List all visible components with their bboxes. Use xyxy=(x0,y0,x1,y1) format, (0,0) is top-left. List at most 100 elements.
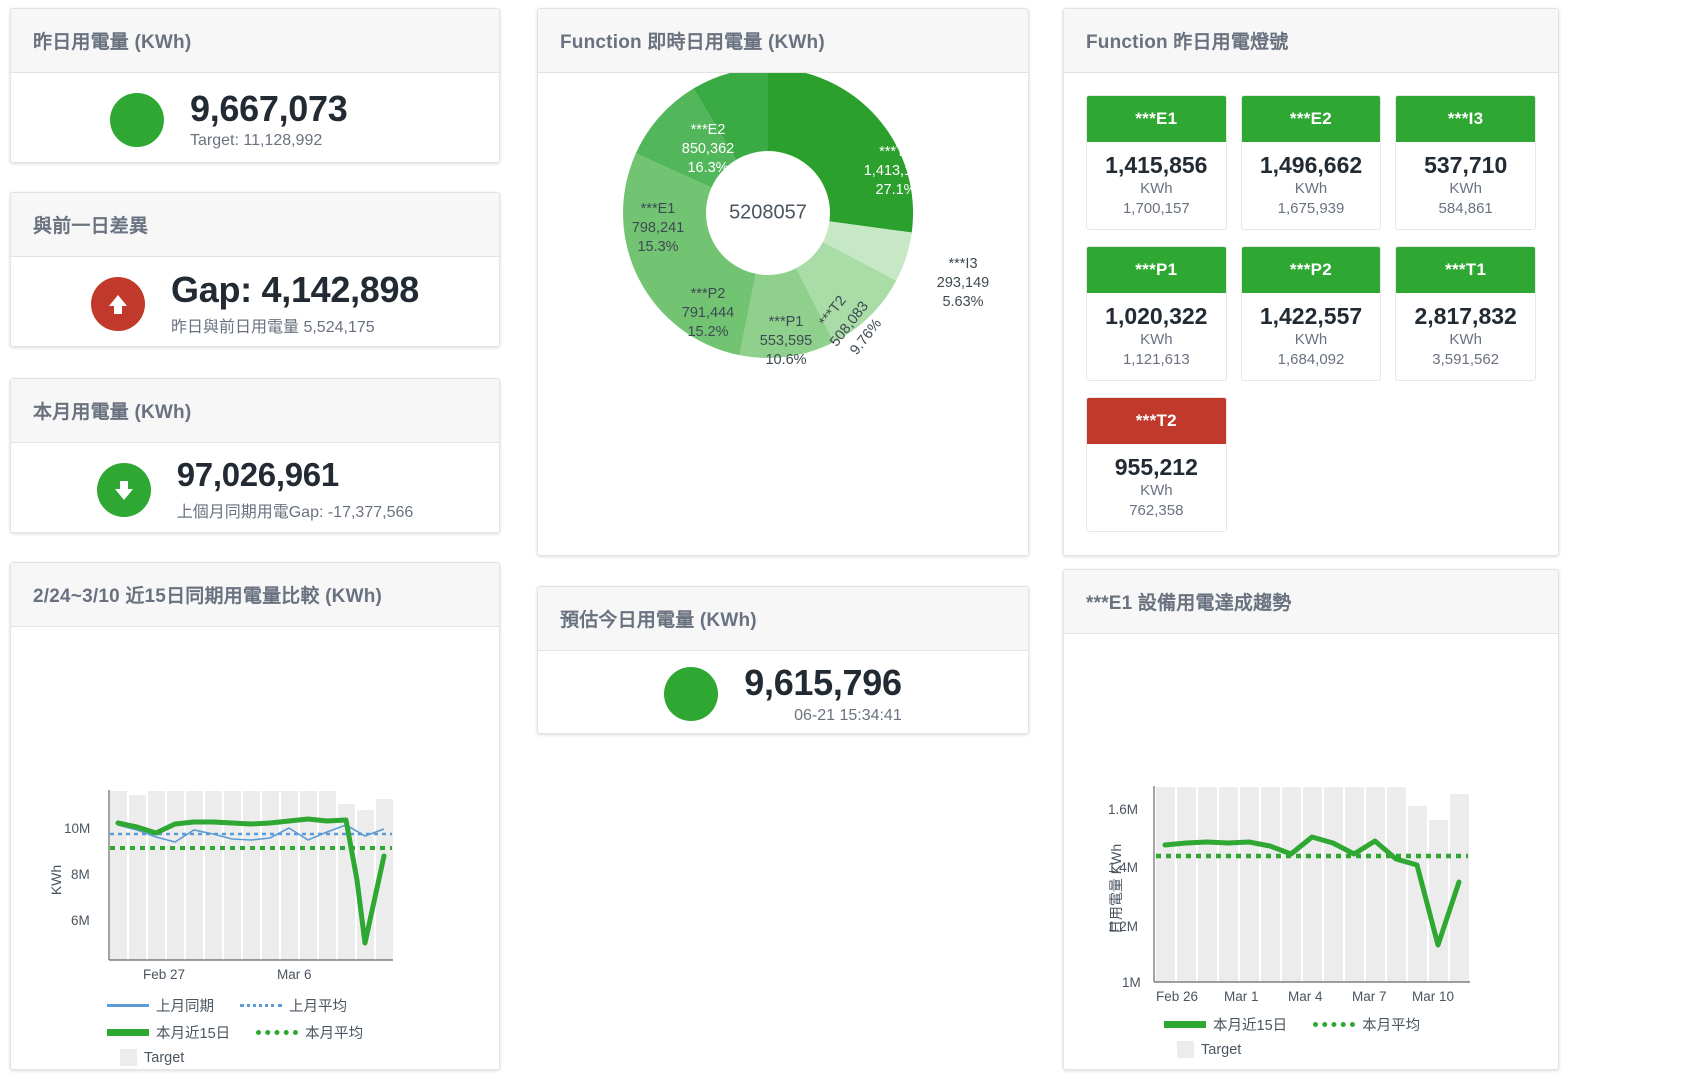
legend-item-last-month-avg[interactable]: 上月平均 xyxy=(240,995,347,1016)
status-badge-value: 1,496,662 xyxy=(1259,152,1363,178)
status-badge-target: 3,591,562 xyxy=(1432,351,1500,368)
x-tick: Feb 27 xyxy=(143,967,186,982)
legend-swatch-icon xyxy=(1177,1041,1194,1058)
month-usage-sub: 上個月同期用電Gap: -17,377,566 xyxy=(176,503,414,521)
card-title-15day-comparison: 2/24~3/10 近15日同期用電量比較 (KWh) xyxy=(11,563,499,627)
status-badge[interactable]: ***T2 955,212 KWh 762,358 xyxy=(1086,397,1227,532)
legend-swatch-icon xyxy=(120,1049,137,1066)
card-title-yesterday-usage: 昨日用電量 (KWh) xyxy=(11,9,499,73)
legend-item-this-month-avg[interactable]: 本月平均 xyxy=(256,1022,363,1043)
y-tick: 1.6M xyxy=(1108,802,1139,817)
y-tick: 1M xyxy=(1122,975,1141,990)
card-title-e1-trend: ***E1 設備用電達成趨勢 xyxy=(1064,570,1558,634)
status-badge[interactable]: ***P2 1,422,557 KWh 1,684,092 xyxy=(1240,246,1382,381)
legend-dotted-line-icon xyxy=(256,1030,299,1035)
y-axis-label: KWh xyxy=(48,864,65,896)
card-title-status-lights: Function 昨日用電燈號 xyxy=(1064,9,1558,73)
line-chart-e1-svg xyxy=(1153,786,1470,983)
card-e1-trend: ***E1 設備用電達成趨勢 xyxy=(1063,569,1559,1070)
status-badge-value: 1,422,557 xyxy=(1259,303,1363,329)
day-gap-sub: 昨日與前日用電量 5,524,175 xyxy=(171,319,375,337)
card-title-month-usage: 本月用電量 (KWh) xyxy=(11,379,499,443)
card-body-yesterday-usage: 9,667,073 Target: 11,128,992 xyxy=(11,73,499,162)
legend-thick-line-icon xyxy=(1164,1021,1206,1028)
status-badge-target: 1,700,157 xyxy=(1122,200,1190,217)
status-badge[interactable]: ***E1 1,415,856 KWh 1,700,157 xyxy=(1086,95,1227,230)
status-badge-value: 2,817,832 xyxy=(1414,303,1517,329)
green-circle-icon xyxy=(664,667,719,721)
status-badge-unit: KWh xyxy=(1294,180,1328,197)
status-badge-value: 955,212 xyxy=(1114,454,1198,480)
status-badge-name: ***P2 xyxy=(1241,247,1381,293)
legend-thick-line-icon xyxy=(107,1029,149,1036)
y-tick: 10M xyxy=(64,821,91,836)
x-tick: Mar 1 xyxy=(1224,989,1259,1004)
card-body-month-usage: 97,026,961 上個月同期用電Gap: -17,377,566 xyxy=(11,443,499,532)
status-badge[interactable]: ***P1 1,020,322 KWh 1,121,613 xyxy=(1086,246,1227,381)
x-tick: Mar 6 xyxy=(277,967,312,982)
line-chart-15day-svg xyxy=(108,790,393,961)
forecast-today-value: 9,615,796 xyxy=(744,662,902,704)
status-badge-unit: KWh xyxy=(1449,180,1482,197)
forecast-today-timestamp: 06-21 15:34:41 xyxy=(794,706,902,724)
chart-e1-trend: 日用電量 KWh 1M 1.2M 1.4M 1.6M Feb 26 Mar 1 … xyxy=(1064,634,1558,1069)
donut-hole xyxy=(706,151,830,275)
chart-legend: 本月近15日 本月平均 Target xyxy=(1164,1014,1438,1064)
chart-15day-comparison: KWh 6M 8M 10M Feb 27 Mar 6 上月同期 上月平均 xyxy=(11,627,499,1069)
green-arrow-down-icon xyxy=(96,462,151,517)
card-title-realtime-donut: Function 即時日用電量 (KWh) xyxy=(538,9,1028,73)
series-last-month-same-period xyxy=(117,824,385,843)
donut-svg xyxy=(623,73,914,358)
green-circle-icon xyxy=(110,92,164,147)
series-this-month-15days xyxy=(115,816,387,946)
status-badge-target: 1,684,092 xyxy=(1277,351,1345,368)
x-tick: Mar 10 xyxy=(1412,989,1455,1004)
legend-item-this-month-15days[interactable]: 本月近15日 xyxy=(107,1022,230,1043)
status-badge[interactable]: ***I3 537,710 KWh 584,861 xyxy=(1395,95,1536,230)
donut-center-total: 5208057 xyxy=(729,201,807,224)
status-badge-target: 762,358 xyxy=(1129,502,1184,519)
status-badge-name: ***P1 xyxy=(1087,247,1226,293)
card-status-lights: Function 昨日用電燈號 ***E1 1,415,856 KWh 1,70… xyxy=(1063,8,1559,556)
y-tick: 6M xyxy=(71,913,90,928)
card-body-day-gap: Gap: 4,142,898 昨日與前日用電量 5,524,175 xyxy=(11,257,499,346)
status-badge-name: ***E1 xyxy=(1087,96,1226,142)
status-badge-grid: ***E1 1,415,856 KWh 1,700,157 ***E2 1,49… xyxy=(1064,73,1558,555)
status-badge-name: ***I3 xyxy=(1396,96,1535,142)
y-tick: 8M xyxy=(71,867,90,882)
status-badge-value: 537,710 xyxy=(1424,152,1508,178)
red-arrow-up-icon xyxy=(91,276,146,331)
legend-item-target[interactable]: Target xyxy=(1177,1041,1241,1058)
legend-item-this-month-15days[interactable]: 本月近15日 xyxy=(1164,1014,1287,1035)
card-title-day-gap: 與前一日差異 xyxy=(11,193,499,257)
card-realtime-donut: Function 即時日用電量 (KWh) xyxy=(537,8,1029,556)
status-badge-value: 1,020,322 xyxy=(1105,303,1208,329)
status-badge-name: ***T2 xyxy=(1087,398,1226,444)
card-15day-comparison: 2/24~3/10 近15日同期用電量比較 (KWh) xyxy=(10,562,500,1070)
x-tick: Mar 7 xyxy=(1352,989,1387,1004)
card-body-forecast-today: 9,615,796 06-21 15:34:41 xyxy=(538,651,1028,733)
day-gap-value: Gap: 4,142,898 xyxy=(171,268,419,310)
status-badge[interactable]: ***E2 1,496,662 KWh 1,675,939 xyxy=(1240,95,1382,230)
card-title-forecast-today: 預估今日用電量 (KWh) xyxy=(538,587,1028,651)
status-badge-value: 1,415,856 xyxy=(1105,152,1208,178)
yesterday-usage-target: Target: 11,128,992 xyxy=(190,132,323,150)
legend-item-last-month-same[interactable]: 上月同期 xyxy=(107,995,214,1016)
y-tick: 1.4M xyxy=(1108,860,1139,875)
status-badge-target: 1,675,939 xyxy=(1277,200,1345,217)
month-usage-value: 97,026,961 xyxy=(176,456,339,494)
target-bars xyxy=(1156,787,1469,982)
status-badge-unit: KWh xyxy=(1294,331,1328,348)
y-tick: 1.2M xyxy=(1108,919,1139,934)
status-badge-target: 584,861 xyxy=(1438,200,1493,217)
target-bars xyxy=(110,791,393,960)
status-badge[interactable]: ***T1 2,817,832 KWh 3,591,562 xyxy=(1395,246,1536,381)
status-badge-unit: KWh xyxy=(1140,180,1173,197)
chart-legend: 上月同期 上月平均 本月近15日 本月平均 xyxy=(107,995,381,1069)
card-body-status-lights: ***E1 1,415,856 KWh 1,700,157 ***E2 1,49… xyxy=(1064,73,1558,555)
legend-item-this-month-avg[interactable]: 本月平均 xyxy=(1313,1014,1420,1035)
legend-item-target[interactable]: Target xyxy=(120,1049,184,1066)
card-month-usage: 本月用電量 (KWh) 97,026,961 上個月同期用電Gap: -17,3… xyxy=(10,378,500,533)
donut-chart: 5208057 ***T1 1,413,183 27.1% ***E2 850,… xyxy=(538,73,1028,555)
